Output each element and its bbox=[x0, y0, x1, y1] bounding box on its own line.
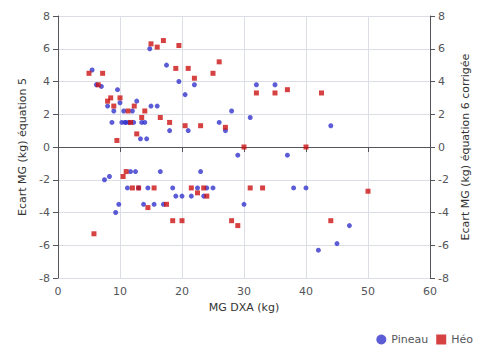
svg-text:Héo: Héo bbox=[451, 333, 473, 346]
svg-text:Ecart MG (kg) équation 5: Ecart MG (kg) équation 5 bbox=[16, 78, 29, 216]
svg-text:2: 2 bbox=[438, 108, 445, 121]
svg-text:-2: -2 bbox=[39, 173, 50, 186]
svg-text:10: 10 bbox=[113, 285, 127, 298]
svg-text:-8: -8 bbox=[438, 272, 449, 285]
svg-text:-6: -6 bbox=[438, 239, 449, 252]
svg-text:60: 60 bbox=[423, 285, 437, 298]
svg-text:Pineau: Pineau bbox=[391, 333, 428, 346]
svg-text:-2: -2 bbox=[438, 173, 449, 186]
svg-text:8: 8 bbox=[43, 10, 50, 23]
svg-text:MG DXA (kg): MG DXA (kg) bbox=[209, 301, 279, 314]
svg-text:0: 0 bbox=[55, 285, 62, 298]
svg-text:-8: -8 bbox=[39, 272, 50, 285]
svg-text:20: 20 bbox=[175, 285, 189, 298]
svg-text:30: 30 bbox=[237, 285, 251, 298]
svg-text:6: 6 bbox=[438, 42, 445, 55]
svg-text:8: 8 bbox=[438, 10, 445, 23]
svg-text:40: 40 bbox=[299, 285, 313, 298]
svg-text:-6: -6 bbox=[39, 239, 50, 252]
svg-text:0: 0 bbox=[43, 141, 50, 154]
svg-text:2: 2 bbox=[43, 108, 50, 121]
svg-text:6: 6 bbox=[43, 42, 50, 55]
svg-text:4: 4 bbox=[43, 75, 50, 88]
svg-text:Ecart MG (kg) équation 6 corri: Ecart MG (kg) équation 6 corrigée bbox=[459, 53, 472, 240]
svg-text:4: 4 bbox=[438, 75, 445, 88]
svg-text:50: 50 bbox=[361, 285, 375, 298]
svg-text:-4: -4 bbox=[438, 206, 449, 219]
svg-text:0: 0 bbox=[438, 141, 445, 154]
svg-text:-4: -4 bbox=[39, 206, 50, 219]
